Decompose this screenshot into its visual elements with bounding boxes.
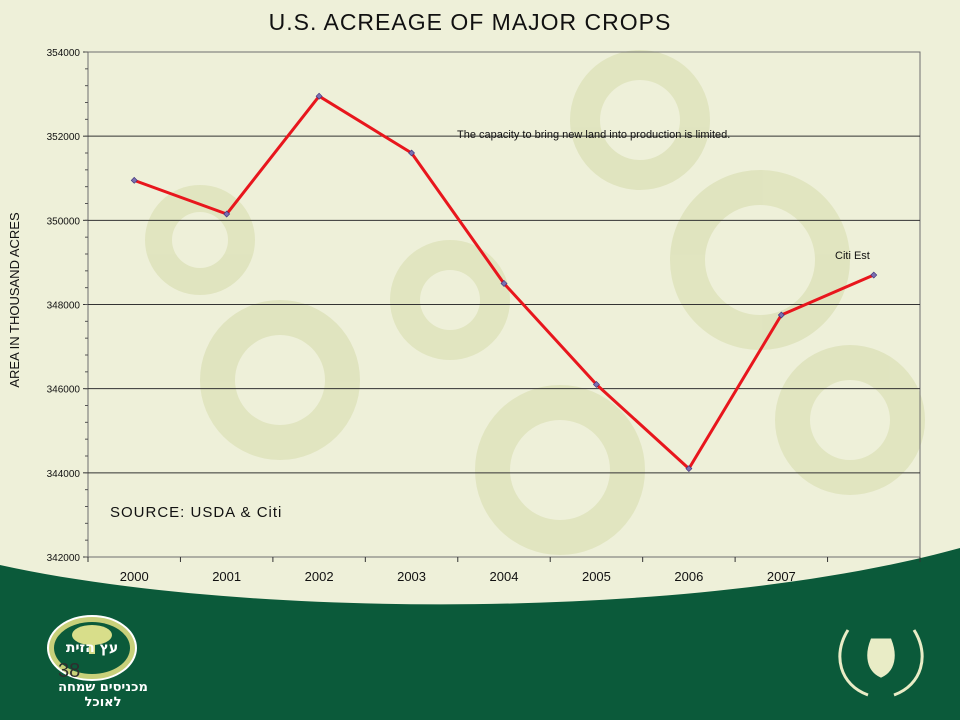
logo-tagline: מכניסים שמחה לאוכל — [58, 680, 148, 710]
x-tick-label: 2003 — [397, 569, 426, 584]
capacity-note: The capacity to bring new land into prod… — [457, 129, 730, 141]
data-point — [870, 271, 878, 279]
y-tick-label: 352000 — [47, 132, 81, 143]
y-axis-label: AREA IN THOUSAND ACRES — [7, 212, 22, 388]
source-note: SOURCE: USDA & Citi — [110, 504, 282, 521]
amphora-wreath-logo — [838, 629, 924, 697]
y-tick-label: 348000 — [47, 301, 81, 312]
data-point — [500, 280, 508, 287]
data-point — [777, 311, 785, 319]
x-tick-label: 2001 — [212, 569, 241, 584]
page-number: 38 — [58, 660, 81, 682]
x-tick-label: 2004 — [490, 569, 519, 584]
data-point — [315, 92, 323, 100]
data-point — [408, 149, 415, 157]
citi-est-label: Citi Est — [835, 250, 870, 262]
footer-band — [0, 548, 960, 720]
x-tick-label: 2000 — [120, 569, 149, 584]
y-tick-label: 346000 — [47, 385, 81, 396]
x-tick-label: 2002 — [305, 569, 334, 584]
data-point — [223, 210, 231, 218]
data-point — [593, 381, 600, 388]
data-point — [130, 176, 138, 184]
chart-title: U.S. ACREAGE OF MAJOR CROPS — [269, 9, 672, 35]
x-tick-label: 2006 — [674, 569, 703, 584]
logo-brand-text: עץ הזית — [65, 640, 119, 656]
data-point — [685, 465, 693, 473]
y-tick-label: 354000 — [47, 48, 81, 59]
x-axis-ticks: 2000 2001 2002 2003 2004 2005 2006 2007 — [87, 557, 921, 584]
x-tick-label: 2007 — [767, 569, 796, 584]
grid-lines — [88, 135, 920, 474]
y-tick-label: 350000 — [47, 216, 81, 227]
y-axis-ticks: 342000 344000 346000 348000 350000 352000 3540… — [47, 48, 88, 564]
x-tick-label: 2005 — [582, 569, 611, 584]
y-tick-label: 344000 — [47, 469, 81, 480]
series-group — [130, 92, 878, 473]
y-tick-label: 342000 — [47, 553, 81, 564]
background-ornament-light — [172, 80, 890, 520]
olive-tree-logo — [47, 615, 137, 681]
